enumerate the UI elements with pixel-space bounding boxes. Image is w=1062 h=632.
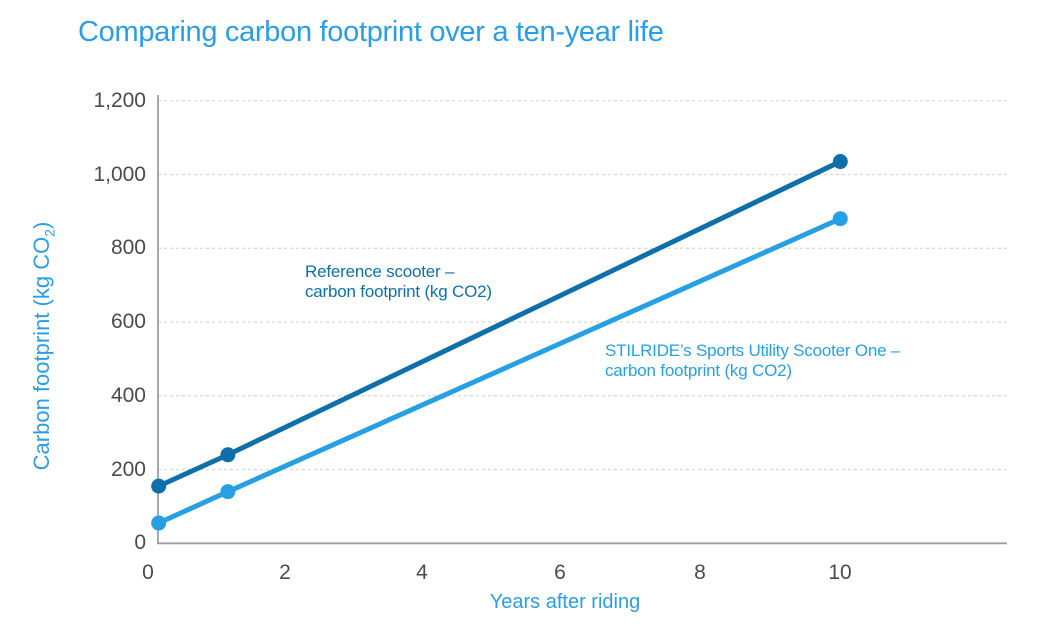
y-tick-label-1200: 1,200 [93,89,146,112]
chart-title: Comparing carbon footprint over a ten-ye… [78,16,664,48]
y-tick-label-600: 600 [110,310,146,333]
series-line-0 [156,159,843,489]
annotation-stilride-line2: carbon footprint (kg CO2) [605,361,792,380]
annotation-reference-line1: Reference scooter – [305,262,455,281]
x-tick-label-2: 2 [279,561,291,584]
x-tick-label-4: 4 [416,561,428,584]
x-axis-title: Years after riding [489,591,641,613]
annotation-stilride-line1: STILRIDE’s Sports Utility Scooter One – [605,341,901,360]
y-tick-label-200: 200 [110,458,146,481]
data-point-marker [220,484,236,500]
annotation-reference-scooter: Reference scooter – carbon footprint (kg… [305,262,492,302]
data-point-marker [832,211,848,227]
data-point-marker [151,515,167,531]
x-tick-label-10: 10 [828,561,852,584]
data-point-marker [151,478,167,494]
y-tick-label-800: 800 [110,236,146,259]
x-tick-label-6: 6 [554,561,566,584]
x-tick-label-8: 8 [694,561,706,584]
y-tick-label-1000: 1,000 [93,163,146,186]
y-tick-label-400: 400 [110,384,146,407]
y-tick-label-0: 0 [134,531,146,554]
annotation-reference-line2: carbon footprint (kg CO2) [305,282,492,301]
x-tick-label-0: 0 [142,561,154,584]
annotation-stilride-scooter: STILRIDE’s Sports Utility Scooter One – … [605,341,900,381]
data-point-marker [220,447,236,463]
data-point-marker [832,154,848,170]
